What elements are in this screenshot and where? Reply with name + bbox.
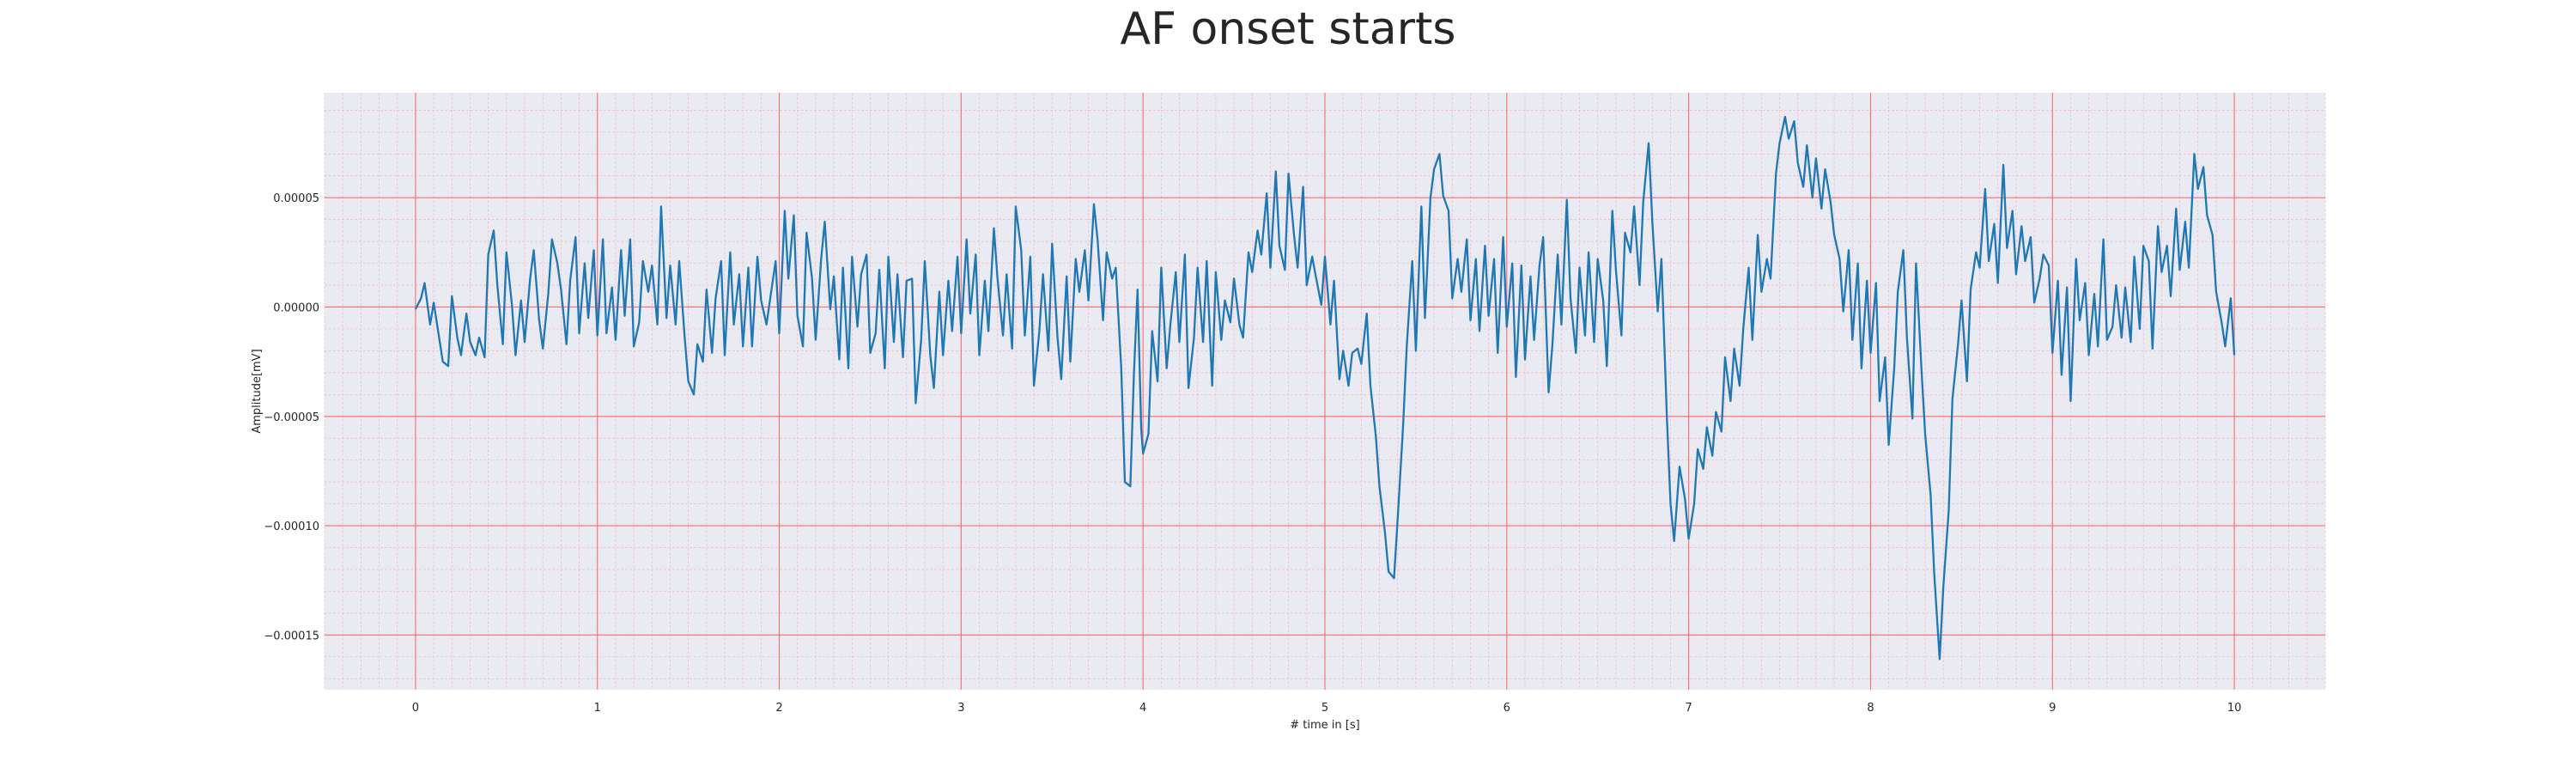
x-tick-label: 5 [1321,702,1328,715]
y-tick-label: −0.00015 [264,630,319,642]
x-tick-label: 4 [1139,702,1146,715]
y-tick-label: 0.00000 [273,301,319,314]
x-axis: 0 1 2 3 4 5 6 7 8 9 10 [412,702,2242,715]
y-tick-label: 0.00005 [273,192,319,205]
x-tick-label: 3 [957,702,964,715]
x-tick-label: 10 [2227,702,2242,715]
x-tick-label: 1 [594,702,601,715]
x-tick-label: 7 [1685,702,1692,715]
x-tick-label: 2 [775,702,782,715]
y-axis: 0.00005 0.00000 −0.00005 −0.00010 −0.00015 [264,192,319,642]
y-axis-label: Amplitude[mV] [251,349,264,433]
x-tick-label: 9 [2049,702,2056,715]
x-axis-label: # time in [s] [1290,719,1359,732]
x-tick-label: 0 [412,702,419,715]
x-tick-label: 8 [1867,702,1874,715]
y-tick-label: −0.00010 [264,520,319,533]
y-tick-label: −0.00005 [264,411,319,424]
x-tick-label: 6 [1504,702,1510,715]
